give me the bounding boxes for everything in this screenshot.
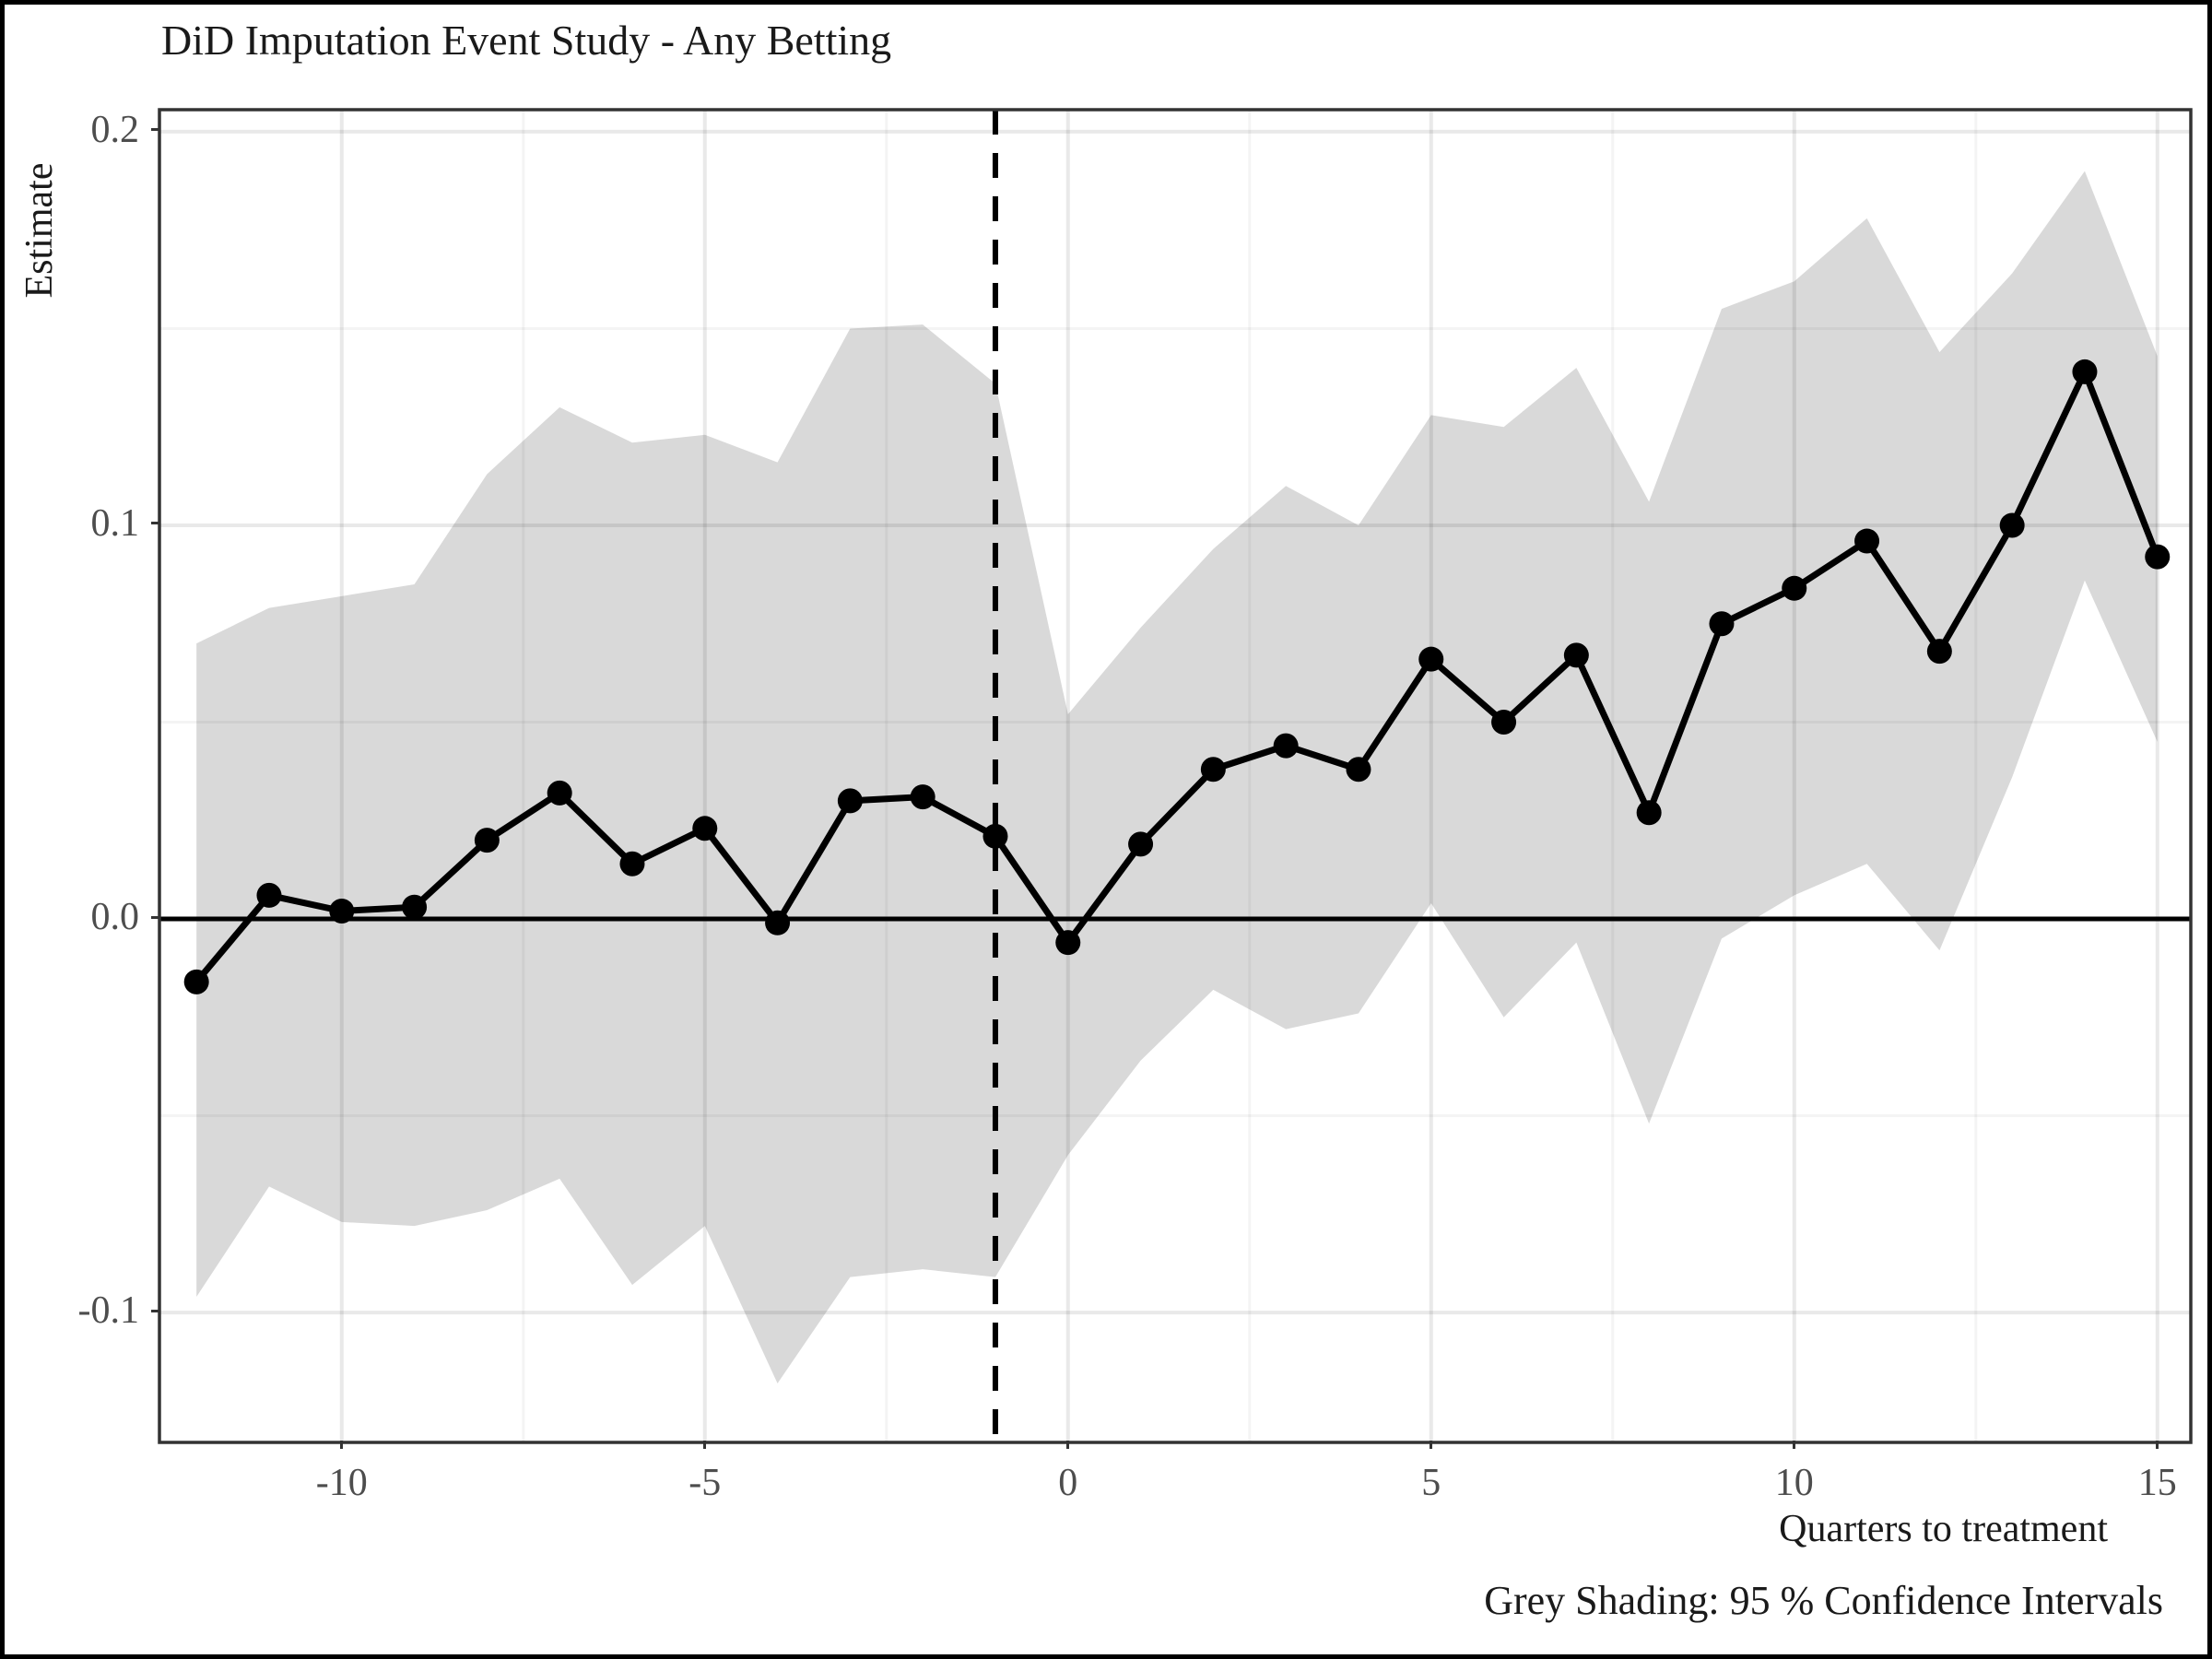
estimate-point <box>183 969 209 994</box>
estimate-point <box>619 851 645 877</box>
x-tick-mark <box>2156 1441 2159 1449</box>
y-tick-label: 0.0 <box>90 896 140 939</box>
y-tick-mark <box>151 128 159 132</box>
x-tick-mark <box>1430 1441 1433 1449</box>
y-tick-label: 0.2 <box>90 108 140 151</box>
estimate-point <box>1200 757 1226 782</box>
x-tick-label: 0 <box>1058 1462 1078 1504</box>
estimate-point <box>982 823 1008 849</box>
estimate-point <box>1782 575 1807 601</box>
estimate-point <box>1491 709 1517 735</box>
estimate-point <box>1346 757 1371 782</box>
x-tick-mark <box>703 1441 707 1449</box>
confidence-ribbon <box>196 171 2158 1383</box>
x-tick-mark <box>340 1441 344 1449</box>
y-tick-mark <box>151 1309 159 1312</box>
estimate-point <box>402 894 428 920</box>
plot-panel <box>158 108 2193 1444</box>
estimate-point <box>1636 800 1662 826</box>
y-axis-title: Estimate <box>18 162 61 299</box>
chart-caption: Grey Shading: 95 % Confidence Intervals <box>1484 1578 2163 1623</box>
estimate-point <box>1418 646 1444 672</box>
x-tick-label: -10 <box>315 1462 368 1504</box>
estimate-point <box>329 898 355 924</box>
estimate-point <box>910 784 935 810</box>
estimate-point <box>547 780 572 806</box>
estimate-point <box>1273 733 1299 759</box>
estimate-point <box>837 788 863 814</box>
estimate-point <box>474 828 500 853</box>
y-tick-mark <box>151 522 159 525</box>
chart-title: DiD Imputation Event Study - Any Betting <box>161 17 892 64</box>
estimate-point <box>1128 831 1154 857</box>
x-tick-label: 10 <box>1774 1462 1814 1504</box>
x-tick-label: 5 <box>1421 1462 1441 1504</box>
estimate-point <box>1055 930 1081 956</box>
estimate-point <box>1563 642 1589 668</box>
panel-border <box>158 108 2193 1444</box>
y-tick-mark <box>151 915 159 919</box>
x-axis-title: Quarters to treatment <box>1779 1508 2108 1550</box>
y-tick-label: 0.1 <box>90 501 140 545</box>
estimate-point <box>1709 611 1735 637</box>
estimate-point <box>1999 512 2025 538</box>
estimate-point <box>1926 639 1952 665</box>
x-tick-label: -5 <box>688 1462 722 1504</box>
estimate-point <box>2072 359 2098 384</box>
x-tick-mark <box>1066 1441 1070 1449</box>
x-tick-label: 15 <box>2137 1462 2177 1504</box>
estimate-line <box>193 368 2161 985</box>
estimate-point <box>2145 544 2171 570</box>
estimate-point <box>256 882 282 908</box>
x-tick-mark <box>1793 1441 1796 1449</box>
y-tick-label: -0.1 <box>77 1289 140 1333</box>
estimate-point <box>765 910 791 935</box>
estimate-point <box>692 816 718 841</box>
estimate-point <box>1854 528 1880 554</box>
